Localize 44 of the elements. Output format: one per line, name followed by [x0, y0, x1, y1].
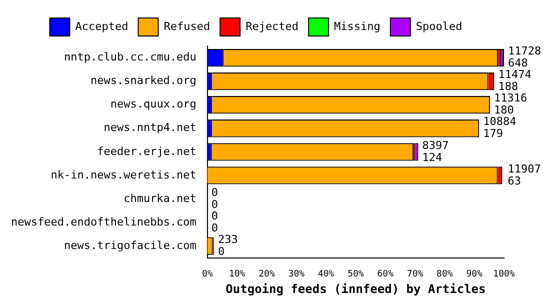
annotation: 648 — [508, 56, 528, 70]
annotation: 233 — [218, 232, 238, 246]
y-tick-label: nk-in.news.weretis.net — [50, 168, 196, 182]
legend-label: Spooled — [416, 20, 462, 33]
x-tick-label: 40% — [318, 270, 335, 280]
x-tick-label: 80% — [436, 270, 454, 280]
legend-label: Refused — [164, 20, 210, 33]
annotation: 180 — [494, 104, 514, 117]
annotation: 188 — [498, 80, 518, 94]
annotation: 0 — [211, 209, 218, 222]
annotation: 8397 — [422, 138, 449, 152]
annotation: 11474 — [498, 68, 532, 82]
x-tick-label: 20% — [258, 270, 276, 280]
annotation: 0 — [211, 198, 218, 211]
y-tick-label: nntp.club.cc.cmu.edu — [64, 50, 196, 64]
annotation: 63 — [508, 174, 521, 188]
x-tick-label: 30% — [288, 270, 306, 280]
y-tick-label: news.quux.org — [110, 98, 196, 111]
y-tick-label: chmurka.net — [124, 192, 196, 205]
x-tick-label: 70% — [406, 270, 424, 280]
x-tick-label: 10% — [228, 270, 246, 280]
annotation: 11728 — [508, 44, 542, 58]
y-tick-label: feeder.erje.net — [97, 144, 196, 158]
y-tick-label: news.trigofacile.com — [64, 238, 197, 252]
annotation: 0 — [211, 221, 218, 234]
annotation: 10884 — [483, 115, 517, 128]
annotation: 0 — [218, 244, 225, 258]
annotation: 179 — [483, 127, 503, 140]
legend-label: Missing — [334, 20, 380, 33]
x-tick-label: 60% — [377, 270, 394, 280]
annotation: 11316 — [494, 92, 528, 105]
legend-label: Rejected — [246, 20, 299, 33]
annotation: 0 — [211, 186, 218, 199]
y-tick-label: newsfeed.endofthelinebbs.com — [10, 215, 197, 228]
x-tick-label: 90% — [466, 270, 484, 280]
annotation: 11907 — [508, 162, 541, 176]
y-tick-label: news.snarked.org — [90, 74, 196, 88]
x-tick-label: 100% — [493, 270, 516, 280]
legend-label: Accepted — [75, 20, 128, 33]
x-tick-label: 50% — [348, 270, 364, 280]
x-tick-label: 0% — [202, 270, 214, 280]
annotation: 124 — [422, 150, 443, 164]
x-axis-title: Outgoing feeds (innfeed) by Articles — [226, 282, 486, 296]
y-tick-label: news.nntp4.net — [104, 121, 196, 134]
